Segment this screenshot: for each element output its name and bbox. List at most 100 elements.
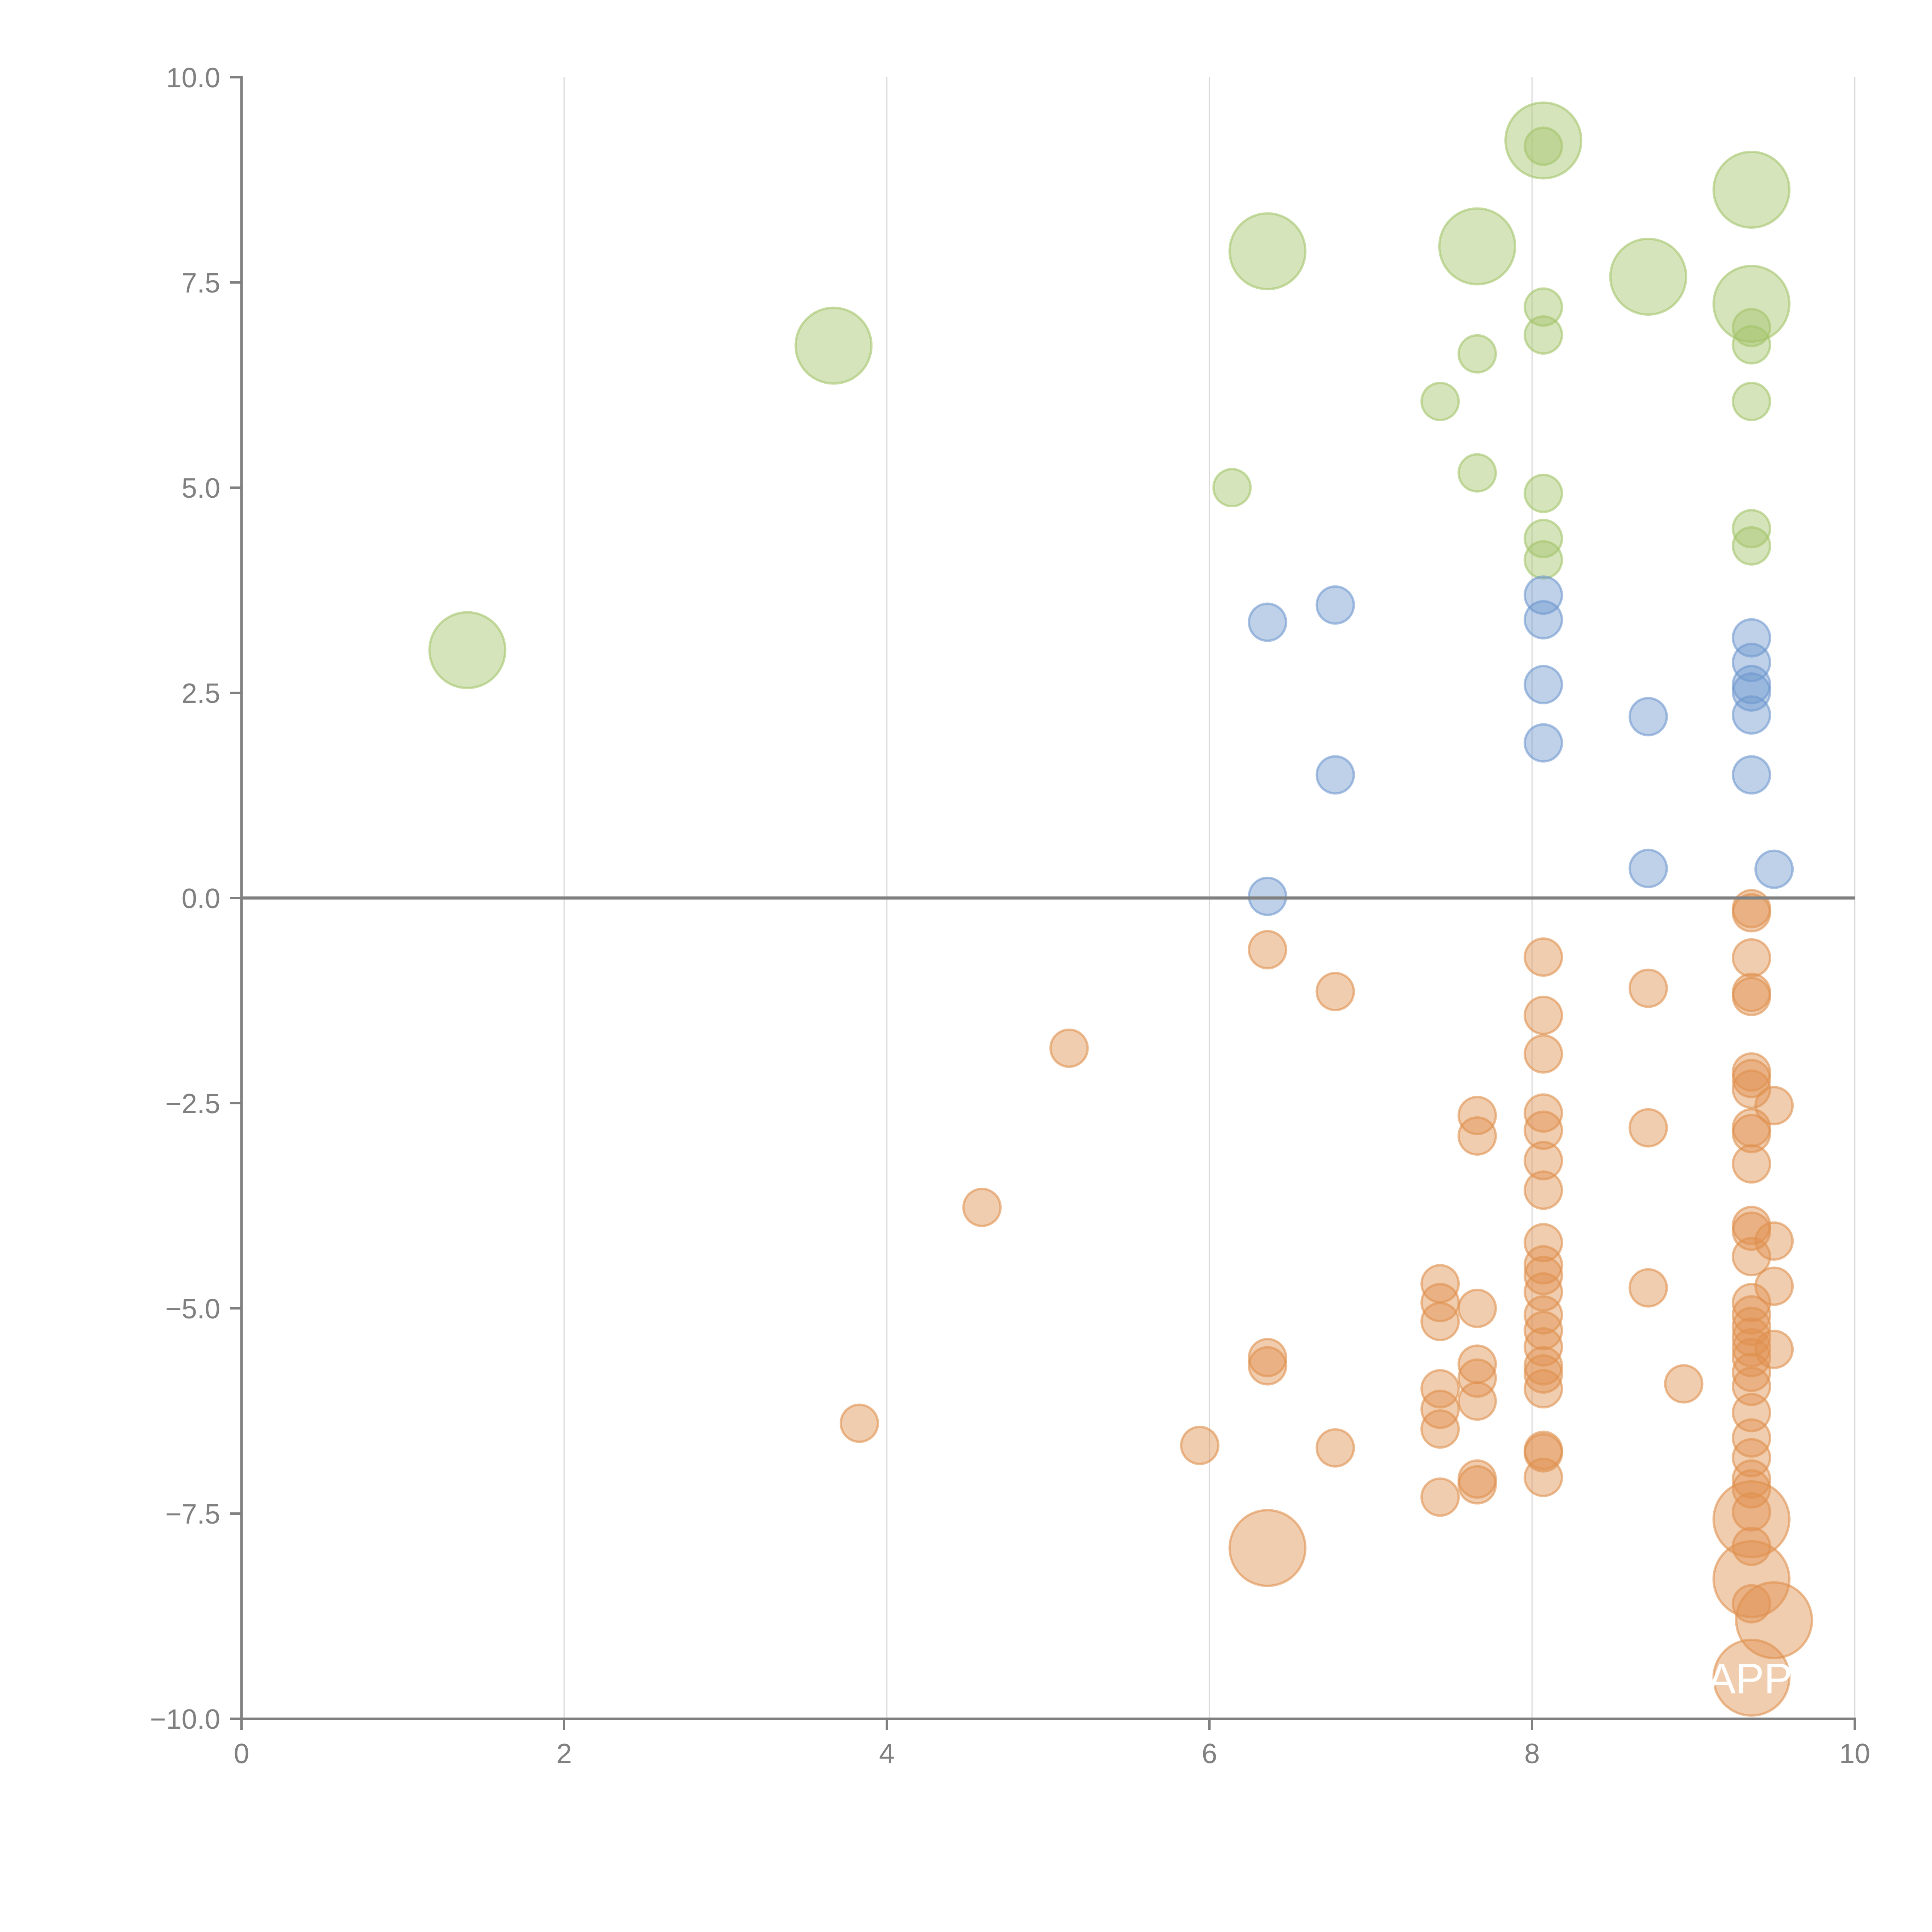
y-tick-label: −2.5 bbox=[165, 1088, 220, 1119]
data-point-orange bbox=[1731, 1584, 1771, 1624]
data-point-orange bbox=[1420, 1301, 1460, 1341]
data-point-blue bbox=[1524, 665, 1563, 704]
data-point-blue bbox=[1731, 695, 1771, 735]
annotation-label: APP bbox=[1708, 1655, 1793, 1702]
y-tick-label: 7.5 bbox=[182, 268, 220, 299]
data-point-orange bbox=[1228, 1509, 1307, 1587]
y-tick-label: −5.0 bbox=[165, 1294, 220, 1325]
data-point-orange bbox=[1524, 1170, 1563, 1210]
data-point-orange bbox=[1458, 1095, 1497, 1135]
x-axis bbox=[242, 1718, 1856, 1730]
data-point-green bbox=[1524, 126, 1563, 166]
data-point-green bbox=[1524, 519, 1563, 558]
data-point-orange bbox=[1731, 1069, 1771, 1109]
x-tick-label: 10 bbox=[1839, 1738, 1870, 1769]
y-tick-label: 10.0 bbox=[166, 63, 220, 94]
data-point-orange bbox=[1731, 1237, 1771, 1277]
data-point-orange bbox=[1731, 1283, 1771, 1323]
data-point-orange bbox=[1524, 995, 1563, 1035]
y-tick-label: 2.5 bbox=[182, 678, 220, 709]
y-tick-label: −10.0 bbox=[150, 1704, 220, 1735]
data-point-orange bbox=[1754, 1330, 1794, 1369]
data-point-orange bbox=[1180, 1425, 1219, 1465]
data-point-orange bbox=[1731, 1317, 1771, 1357]
data-point-green bbox=[1524, 315, 1563, 355]
data-point-green bbox=[1731, 381, 1771, 421]
data-point-orange bbox=[1628, 1108, 1668, 1148]
data-point-orange bbox=[1248, 930, 1287, 969]
data-point-orange bbox=[1420, 1409, 1460, 1449]
data-point-orange bbox=[1524, 1272, 1563, 1312]
data-point-orange bbox=[1248, 1338, 1287, 1378]
data-point-blue bbox=[1731, 672, 1771, 712]
data-point-green bbox=[794, 306, 873, 385]
data-point-orange bbox=[1712, 1638, 1791, 1717]
data-point-orange bbox=[1731, 1114, 1771, 1153]
data-point-green bbox=[428, 611, 507, 689]
data-point-orange bbox=[1754, 1266, 1794, 1306]
data-point-orange bbox=[1731, 976, 1771, 1016]
annotations: APP bbox=[1708, 1655, 1793, 1702]
x-axis-ticks: 0 2 4 6 8 10 bbox=[234, 1719, 1870, 1769]
data-point-orange bbox=[1248, 1346, 1287, 1386]
data-point-green bbox=[1438, 207, 1517, 286]
data-point-orange bbox=[1315, 972, 1355, 1012]
data-point-orange bbox=[1524, 1354, 1563, 1394]
data-point-orange bbox=[1524, 1245, 1563, 1285]
data-point-orange bbox=[1458, 1465, 1497, 1505]
data-point-orange bbox=[1315, 1428, 1355, 1468]
data-point-orange bbox=[1712, 1540, 1791, 1618]
data-point-orange bbox=[1524, 1034, 1563, 1074]
data-point-green bbox=[1212, 468, 1252, 507]
data-point-orange bbox=[1731, 1338, 1771, 1378]
data-point-orange bbox=[1731, 1438, 1771, 1478]
data-point-orange bbox=[1524, 1346, 1563, 1386]
data-point-blue bbox=[1628, 697, 1668, 736]
data-point-orange bbox=[962, 1187, 1002, 1227]
data-point-blue bbox=[1524, 600, 1563, 639]
y-tick-label: 5.0 bbox=[182, 473, 220, 504]
data-point-orange bbox=[1420, 1477, 1460, 1517]
data-point-orange bbox=[1524, 1256, 1563, 1296]
data-point-orange bbox=[1458, 1381, 1497, 1421]
data-point-green bbox=[1228, 212, 1307, 291]
data-point-orange bbox=[1731, 938, 1771, 978]
data-point-orange bbox=[1712, 1480, 1791, 1558]
data-point-green bbox=[1504, 101, 1583, 180]
data-point-orange bbox=[840, 1403, 879, 1443]
y-tick-label: −7.5 bbox=[165, 1499, 220, 1530]
data-point-blue bbox=[1731, 755, 1771, 795]
data-point-orange bbox=[1524, 1458, 1563, 1497]
data-point-orange bbox=[1628, 1268, 1668, 1308]
data-point-blue bbox=[1315, 585, 1355, 625]
data-point-green bbox=[1731, 308, 1771, 347]
data-point-green bbox=[1609, 238, 1687, 316]
x-tick-label: 8 bbox=[1524, 1738, 1540, 1769]
data-point-green bbox=[1458, 453, 1497, 493]
data-point-orange bbox=[1754, 1086, 1794, 1126]
data-point-blue bbox=[1248, 602, 1287, 642]
data-point-orange bbox=[1731, 1459, 1771, 1499]
data-point-green bbox=[1712, 150, 1791, 229]
data-point-orange bbox=[1628, 968, 1668, 1008]
data-points bbox=[428, 101, 1813, 1717]
data-point-blue bbox=[1731, 643, 1771, 682]
data-point-orange bbox=[1458, 1116, 1497, 1156]
data-point-green bbox=[1524, 473, 1563, 513]
y-tick-label: 0.0 bbox=[182, 883, 220, 914]
x-tick-label: 2 bbox=[556, 1738, 572, 1769]
data-point-green bbox=[1458, 334, 1497, 374]
data-point-orange bbox=[1458, 1289, 1497, 1328]
data-point-blue bbox=[1754, 849, 1794, 889]
data-point-orange bbox=[1731, 1492, 1771, 1532]
data-point-orange bbox=[1731, 1059, 1771, 1099]
data-point-green bbox=[1524, 287, 1563, 327]
data-point-orange bbox=[1524, 1311, 1563, 1350]
data-point-orange bbox=[1664, 1364, 1704, 1404]
data-point-orange bbox=[1524, 1093, 1563, 1133]
data-point-green bbox=[1731, 509, 1771, 549]
data-point-orange bbox=[1420, 1369, 1460, 1409]
data-point-orange bbox=[1731, 1144, 1771, 1184]
data-point-orange bbox=[1731, 1469, 1771, 1509]
